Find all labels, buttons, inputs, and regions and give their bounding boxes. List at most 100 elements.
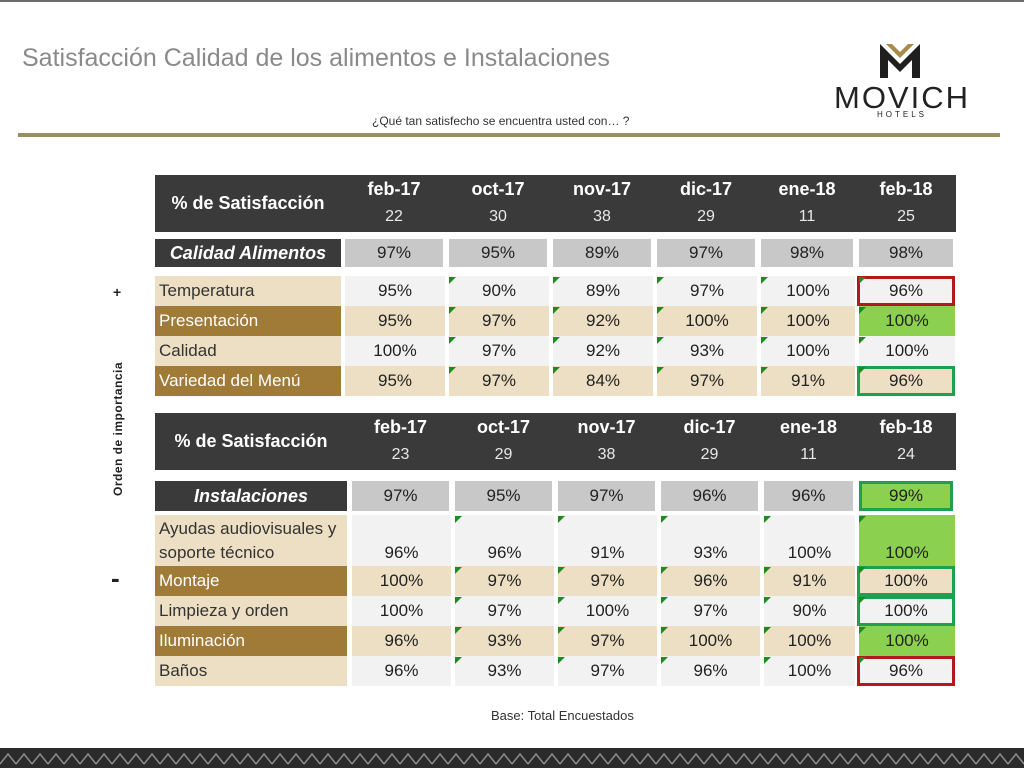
header-base-count: 29 [697,208,715,225]
summary-value: 89% [553,239,651,267]
row-label: Calidad [155,336,341,366]
header-base-count: 30 [489,208,507,225]
header-base-count: 22 [385,208,403,225]
comment-marker-icon [558,627,565,634]
row-value: 84% [551,366,653,396]
header-satisfaction-label: % de Satisfacción [174,431,328,451]
row-value: 100% [350,566,451,596]
row-value: 100% [759,336,855,366]
comment-marker-icon [859,567,866,574]
header-month: feb-17 [373,417,427,437]
row-value: 96% [659,656,760,686]
row-value: 90% [447,276,549,306]
logo-subtitle: HOTELS [876,110,927,119]
comment-marker-icon [553,307,560,314]
row-value: 100% [556,596,657,626]
comment-marker-icon [558,516,565,523]
summary-value: 97% [345,239,443,267]
row-label: Temperatura [155,276,341,306]
header-base-count: 24 [897,446,915,463]
row-value: 90% [762,596,855,626]
comment-marker-icon [761,337,768,344]
comment-marker-icon [761,277,768,284]
row-value: 97% [556,656,657,686]
row-value: 91% [759,366,855,396]
row-value: 100% [857,336,955,366]
header-month: oct-17 [476,417,530,437]
comment-marker-icon [455,627,462,634]
row-value: 92% [551,306,653,336]
row-value: 92% [551,336,653,366]
row-value: 97% [659,596,760,626]
header-base-count: 25 [897,208,915,225]
row-value: 100% [655,306,757,336]
title-divider [18,133,1000,137]
row-value: 95% [343,306,445,336]
comment-marker-icon [558,567,565,574]
comment-marker-icon [657,277,664,284]
header-base-count: 11 [798,208,816,225]
header-month: dic-17 [683,417,736,437]
summary-value: 96% [764,481,853,511]
row-value: 100% [857,306,955,336]
row-value: 100% [857,626,955,656]
header-base-count: 38 [597,446,616,463]
row-value: 97% [655,366,757,396]
header-base-count: 29 [700,446,719,463]
header-month: nov-17 [572,179,632,199]
summary-value: 98% [859,239,953,267]
row-value: 96% [659,566,760,596]
summary-value: 95% [449,239,547,267]
row-value: 100% [762,656,855,686]
table-header [155,175,956,232]
header-month: ene-18 [778,179,836,199]
header-month: dic-17 [679,179,733,199]
row-value: 96% [857,366,955,396]
row-label: Iluminación [155,626,347,656]
comment-marker-icon [859,627,866,634]
row-value: 97% [453,566,554,596]
comment-marker-icon [449,277,456,284]
summary-label: Calidad Alimentos [155,239,341,267]
row-value: 97% [556,626,657,656]
header-month: nov-17 [577,417,636,437]
row-value: 95% [343,366,445,396]
row-value: 96% [350,626,451,656]
survey-question: ¿Qué tan satisfecho se encuentra usted c… [372,114,630,128]
comment-marker-icon [764,627,771,634]
comment-marker-icon [553,367,560,374]
comment-marker-icon [661,657,668,664]
header-base-count: 38 [593,208,611,225]
comment-marker-icon [661,627,668,634]
row-value: 100% [659,626,760,656]
comment-marker-icon [764,657,771,664]
importance-axis-label: Orden de importancia [111,361,125,497]
comment-marker-icon [661,516,668,523]
row-value: 93% [453,626,554,656]
row-value: 100% [759,276,855,306]
top-border [0,0,1024,2]
comment-marker-icon [859,337,866,344]
comment-marker-icon [859,516,866,523]
comment-marker-icon [657,307,664,314]
comment-marker-icon [553,337,560,344]
comment-marker-icon [661,597,668,604]
row-value: 100% [857,515,955,566]
summary-value: 98% [761,239,853,267]
comment-marker-icon [859,597,866,604]
comment-marker-icon [455,516,462,523]
row-value: 91% [556,515,657,566]
comment-marker-icon [764,567,771,574]
summary-value: 96% [661,481,758,511]
row-value: 100% [762,626,855,656]
row-value: 100% [762,515,855,566]
header-satisfaction-label: % de Satisfacción [171,193,325,213]
row-value: 100% [857,566,955,596]
summary-value: 97% [657,239,755,267]
summary-label: Instalaciones [155,481,347,511]
row-value: 93% [659,515,760,566]
header-month: ene-18 [779,417,838,437]
row-value: 97% [447,306,549,336]
comment-marker-icon [859,307,866,314]
importance-minus-marker: - [111,563,120,593]
